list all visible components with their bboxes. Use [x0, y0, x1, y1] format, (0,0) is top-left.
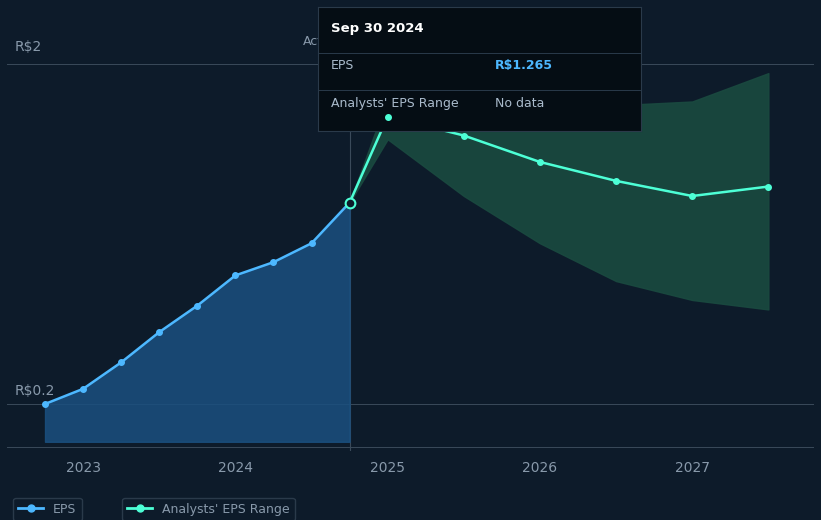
Text: Analysts Forecasts: Analysts Forecasts — [362, 35, 478, 48]
Legend: Analysts' EPS Range: Analysts' EPS Range — [122, 498, 295, 520]
Text: Actual: Actual — [303, 35, 342, 48]
Text: R$2: R$2 — [15, 40, 42, 54]
Text: R$0.2: R$0.2 — [15, 384, 55, 398]
